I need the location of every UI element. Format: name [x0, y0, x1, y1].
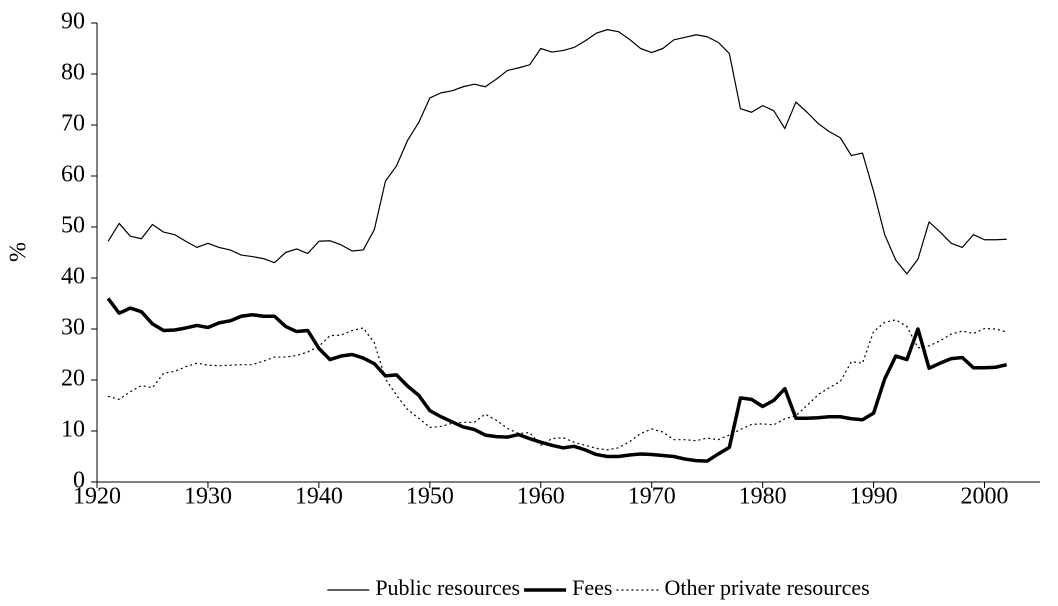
- legend-label: Other private resources: [664, 575, 869, 600]
- x-tick-label: 1940: [295, 484, 343, 510]
- data-line: [106, 297, 1008, 463]
- y-tick-label: 50: [61, 213, 85, 239]
- x-tick-label: 2000: [961, 484, 1009, 510]
- x-tick-label: 1930: [184, 484, 232, 510]
- x-tick-label: 1950: [406, 484, 454, 510]
- legend-label: Fees: [572, 575, 612, 600]
- x-tick-label: 1970: [628, 484, 676, 510]
- y-tick-label: 80: [61, 60, 85, 86]
- y-tick-label: 20: [61, 366, 85, 392]
- y-axis-label: %: [6, 242, 32, 262]
- y-tick-label: 0: [73, 468, 85, 494]
- y-tick-label: 10: [61, 417, 85, 443]
- data-line: [107, 29, 1007, 275]
- legend-label: Public resources: [375, 575, 520, 600]
- x-tick-label: 1980: [739, 484, 787, 510]
- data-line: [107, 319, 1007, 451]
- x-tick-label: 1990: [850, 484, 898, 510]
- y-tick-label: 60: [61, 162, 85, 188]
- x-tick-label: 1960: [517, 484, 565, 510]
- y-tick-label: 70: [61, 111, 85, 137]
- y-tick-label: 90: [61, 9, 85, 35]
- y-tick-label: 40: [61, 264, 85, 290]
- x-tick-label: 1920: [73, 484, 121, 510]
- y-tick-label: 30: [61, 315, 85, 341]
